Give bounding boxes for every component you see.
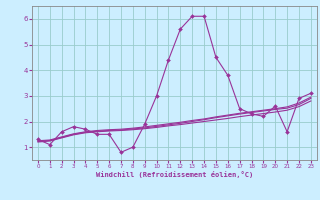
X-axis label: Windchill (Refroidissement éolien,°C): Windchill (Refroidissement éolien,°C) <box>96 171 253 178</box>
